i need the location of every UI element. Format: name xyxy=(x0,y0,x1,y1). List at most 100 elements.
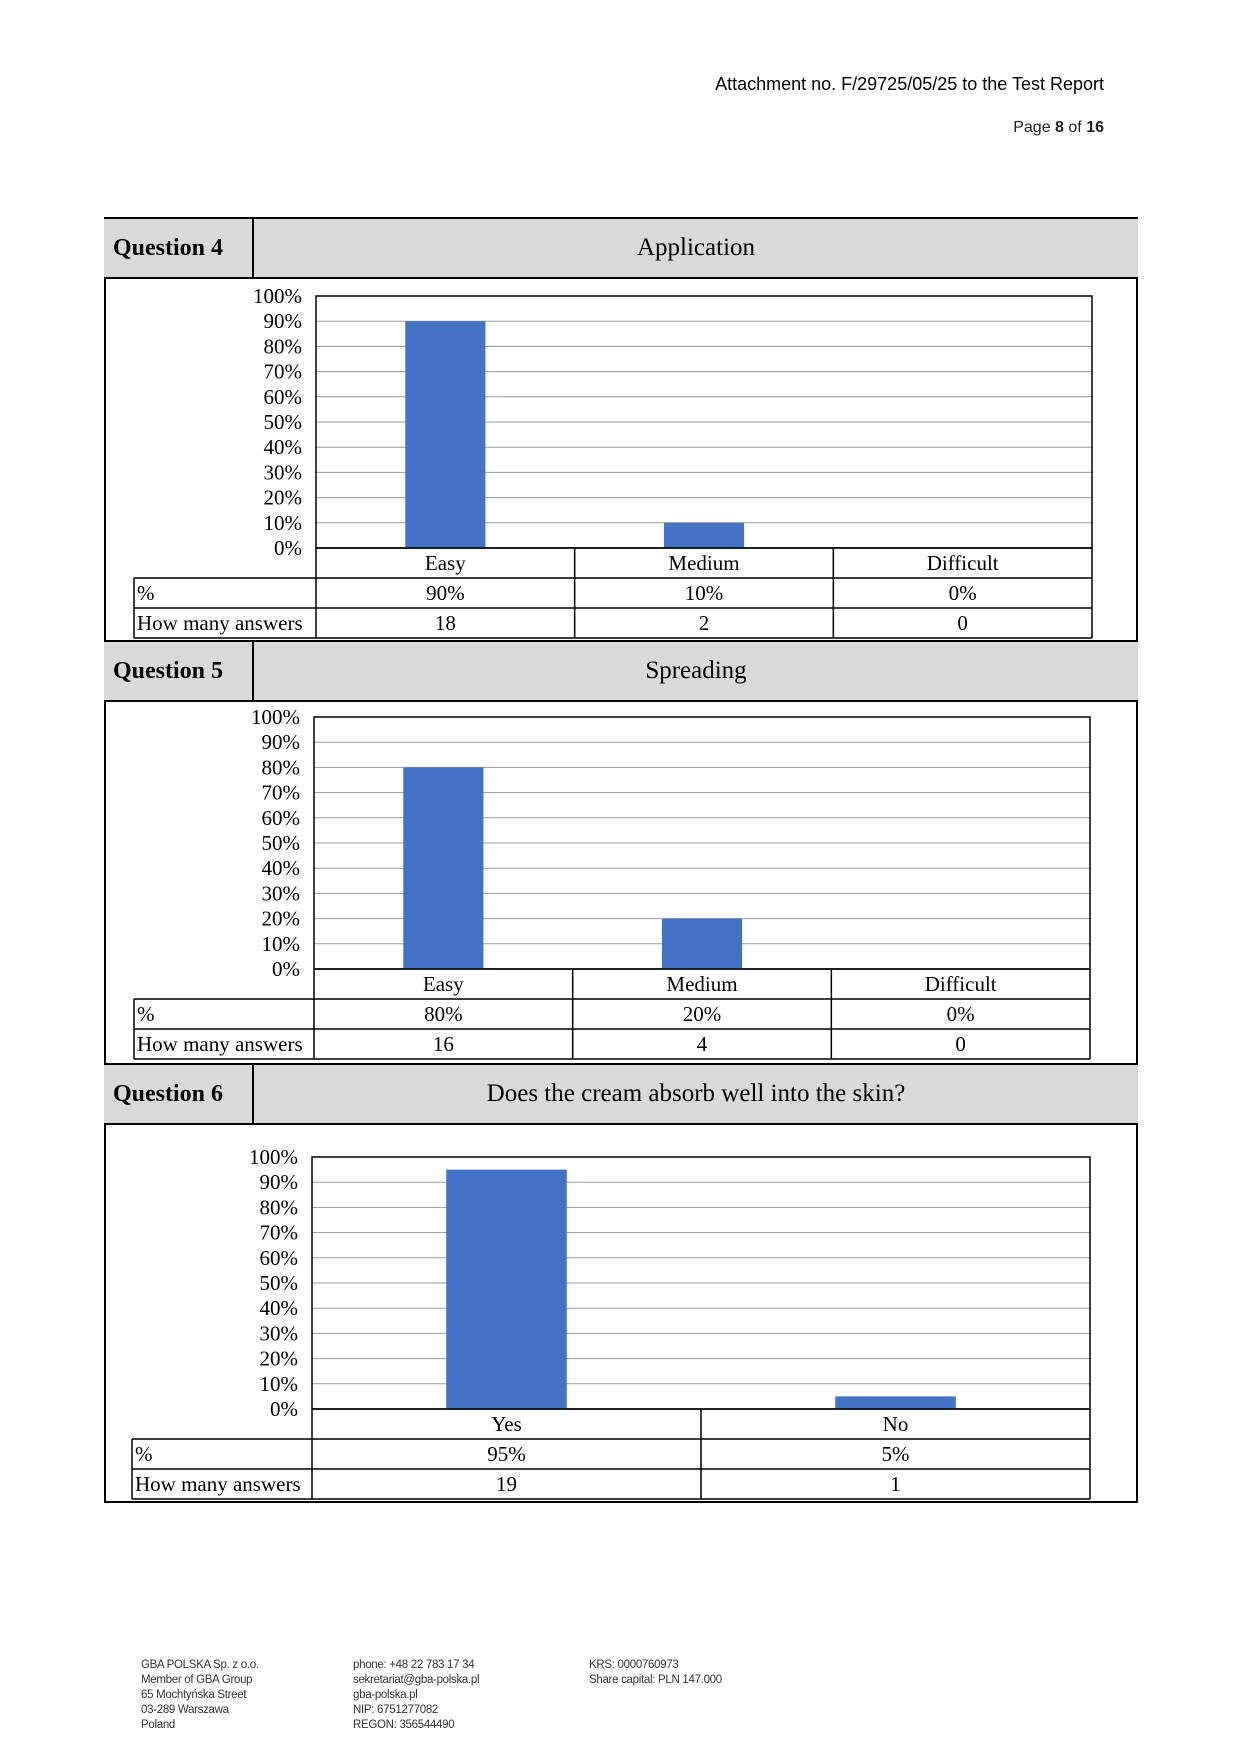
y-tick-label: 90% xyxy=(264,309,303,333)
footer-line: sekretariat@gba-polska.pl xyxy=(353,1674,480,1686)
y-tick-label: 60% xyxy=(264,385,303,409)
y-tick-label: 70% xyxy=(262,781,301,805)
bar xyxy=(446,1169,567,1409)
answer-count: 18 xyxy=(435,611,456,635)
category-label: Yes xyxy=(491,1412,522,1436)
question-5-label: Question 5 xyxy=(104,642,254,700)
percent-value: 10% xyxy=(685,581,724,605)
footer-contact-info: phone: +48 22 783 17 34 sekretariat@gba-… xyxy=(353,1658,480,1733)
answer-count: 2 xyxy=(699,611,710,635)
y-tick-label: 10% xyxy=(260,1372,299,1396)
page-prefix: Page xyxy=(1013,119,1051,136)
y-tick-label: 30% xyxy=(262,881,301,905)
footer-registry-info: KRS: 0000760973 Share capital: PLN 147.0… xyxy=(589,1658,722,1688)
category-label: Easy xyxy=(423,972,464,996)
footer-line: NIP: 6751277082 xyxy=(353,1704,439,1716)
footer-line: 03-289 Warszawa xyxy=(141,1704,229,1716)
category-label: Medium xyxy=(666,972,737,996)
bar xyxy=(405,321,486,548)
y-tick-label: 30% xyxy=(260,1321,299,1345)
footer-line: KRS: 0000760973 xyxy=(589,1659,679,1671)
bar xyxy=(835,1396,956,1409)
y-tick-label: 100% xyxy=(253,284,302,308)
y-tick-label: 60% xyxy=(262,806,301,830)
y-tick-label: 20% xyxy=(260,1347,299,1371)
answer-count: 0 xyxy=(955,1032,966,1056)
y-tick-label: 0% xyxy=(270,1397,298,1421)
percent-value: 0% xyxy=(947,1002,975,1026)
y-tick-label: 100% xyxy=(249,1145,298,1169)
percent-value: 80% xyxy=(424,1002,463,1026)
footer-company-info: GBA POLSKA Sp. z o.o. Member of GBA Grou… xyxy=(141,1658,259,1733)
row-label-answers: How many answers xyxy=(135,1472,301,1496)
percent-value: 90% xyxy=(426,581,465,605)
page-current: 8 xyxy=(1055,119,1064,136)
row-label-percent: % xyxy=(137,1002,155,1026)
question-5-title: Spreading xyxy=(645,657,747,684)
row-label-answers: How many answers xyxy=(137,611,303,635)
answer-count: 4 xyxy=(697,1032,708,1056)
percent-value: 0% xyxy=(949,581,977,605)
page-of: of xyxy=(1068,119,1082,136)
y-tick-label: 80% xyxy=(260,1195,299,1219)
bar xyxy=(663,522,745,548)
y-tick-label: 20% xyxy=(262,907,301,931)
category-label: No xyxy=(883,1412,909,1436)
y-tick-label: 100% xyxy=(251,705,300,729)
question-4-chart: 0%10%20%30%40%50%60%70%80%90%100%%How ma… xyxy=(133,284,1093,639)
answer-count: 16 xyxy=(433,1032,454,1056)
answer-count: 19 xyxy=(496,1472,517,1496)
footer-line: gba-polska.pl xyxy=(353,1689,418,1701)
y-tick-label: 80% xyxy=(264,334,303,358)
question-6-header: Question 6 Does the cream absorb well in… xyxy=(104,1063,1138,1125)
y-tick-label: 50% xyxy=(262,831,301,855)
row-label-percent: % xyxy=(135,1442,153,1466)
y-tick-label: 40% xyxy=(260,1296,299,1320)
y-tick-label: 80% xyxy=(262,755,301,779)
y-tick-label: 10% xyxy=(262,932,301,956)
category-label: Difficult xyxy=(927,551,999,575)
question-6-label: Question 6 xyxy=(104,1065,254,1123)
answer-count: 1 xyxy=(890,1472,901,1496)
report-attachment-title: Attachment no. F/29725/05/25 to the Test… xyxy=(715,74,1104,94)
page-number: Page 8 of 16 xyxy=(1013,119,1104,137)
footer-line: Poland xyxy=(141,1719,176,1731)
y-tick-label: 50% xyxy=(260,1271,299,1295)
footer-line: REGON: 356544490 xyxy=(353,1719,455,1731)
y-tick-label: 30% xyxy=(264,460,303,484)
y-tick-label: 40% xyxy=(262,856,301,880)
footer-line: GBA POLSKA Sp. z o.o. xyxy=(141,1659,259,1671)
percent-value: 20% xyxy=(683,1002,722,1026)
y-tick-label: 70% xyxy=(260,1221,299,1245)
category-label: Medium xyxy=(668,551,739,575)
footer-line: 65 Mochtyńska Street xyxy=(141,1689,247,1701)
question-5-chart: 0%10%20%30%40%50%60%70%80%90%100%%How ma… xyxy=(133,705,1091,1060)
answer-count: 0 xyxy=(957,611,968,635)
y-tick-label: 0% xyxy=(272,957,300,981)
bar xyxy=(661,918,743,969)
y-tick-label: 60% xyxy=(260,1246,299,1270)
question-6-title: Does the cream absorb well into the skin… xyxy=(486,1080,906,1107)
y-tick-label: 90% xyxy=(262,730,301,754)
row-label-answers: How many answers xyxy=(137,1032,303,1056)
question-4-title: Application xyxy=(636,234,756,261)
row-label-percent: % xyxy=(137,581,155,605)
footer-line: phone: +48 22 783 17 34 xyxy=(353,1659,475,1671)
question-4-label: Question 4 xyxy=(104,219,254,277)
y-tick-label: 10% xyxy=(264,511,303,535)
category-label: Difficult xyxy=(925,972,997,996)
question-5-header: Question 5 Spreading xyxy=(104,640,1138,702)
y-tick-label: 50% xyxy=(264,410,303,434)
bar xyxy=(403,767,484,969)
y-tick-label: 40% xyxy=(264,435,303,459)
percent-value: 95% xyxy=(487,1442,526,1466)
question-4-header: Question 4 Application xyxy=(104,217,1138,279)
category-label: Easy xyxy=(425,551,466,575)
y-tick-label: 90% xyxy=(260,1170,299,1194)
page-total: 16 xyxy=(1086,119,1104,136)
footer-line: Share capital: PLN 147.000 xyxy=(589,1674,722,1686)
percent-value: 5% xyxy=(882,1442,910,1466)
y-tick-label: 70% xyxy=(264,360,303,384)
footer-line: Member of GBA Group xyxy=(141,1674,253,1686)
y-tick-label: 0% xyxy=(274,536,302,560)
